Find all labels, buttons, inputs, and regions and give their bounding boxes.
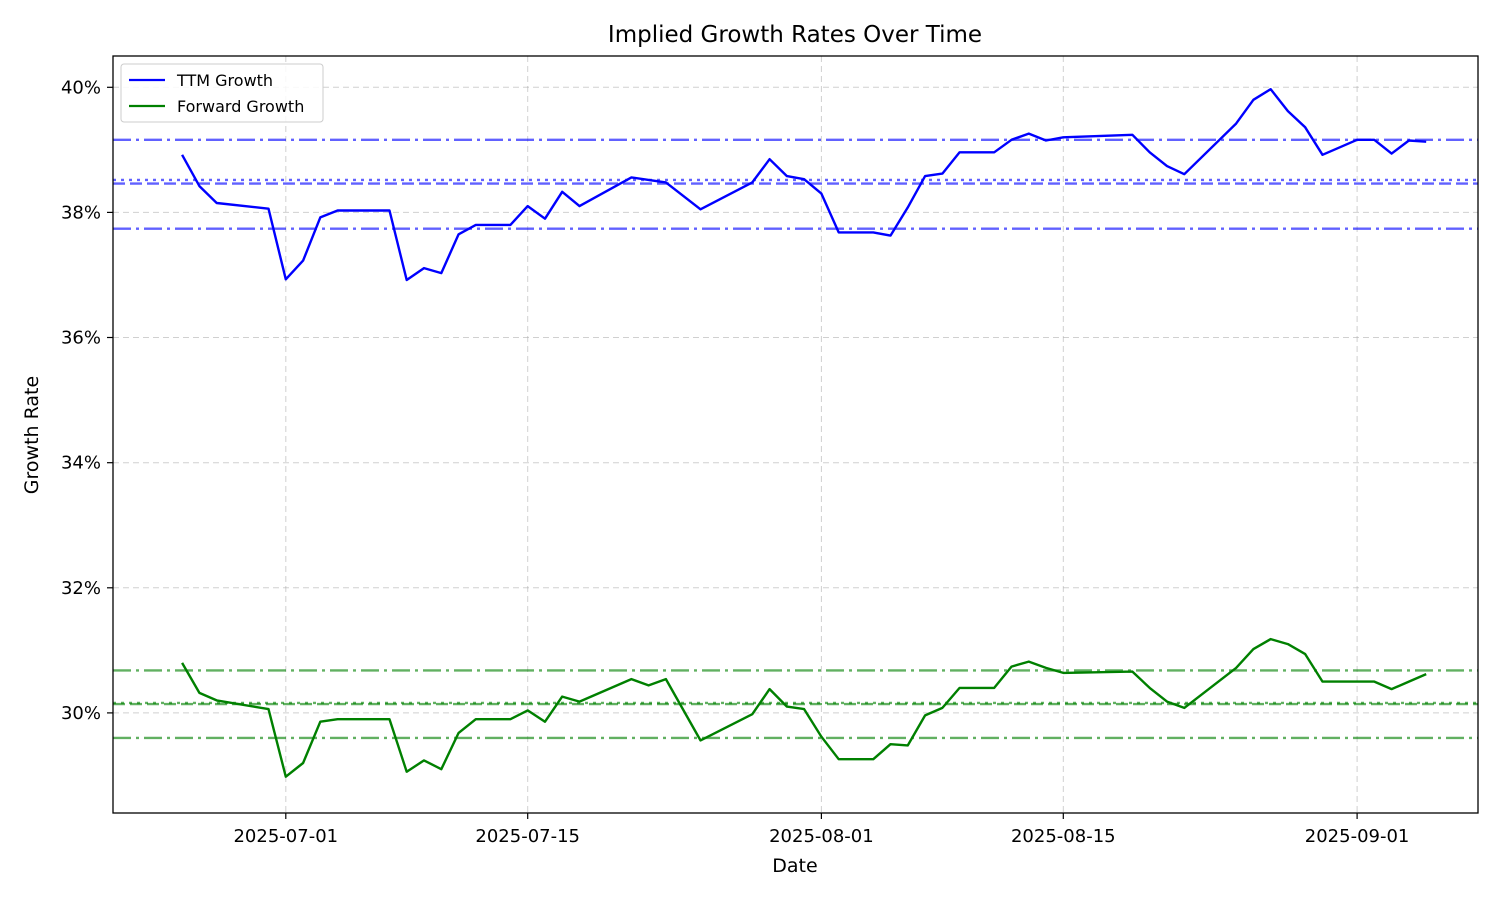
y-axis-label: Growth Rate — [21, 376, 43, 494]
plot-frame — [112, 55, 1479, 814]
x-tick-label: 2025-09-01 — [1305, 826, 1410, 847]
series-lines — [181, 87, 1427, 778]
series-line-ttm-growth — [181, 87, 1427, 282]
y-tick-label: 32% — [61, 578, 101, 599]
x-tick-label: 2025-07-01 — [233, 826, 338, 847]
legend-label-forward-growth: Forward Growth — [177, 97, 304, 116]
grid — [113, 56, 1478, 813]
y-tick-label: 38% — [61, 202, 101, 223]
x-axis-label: Date — [772, 855, 817, 877]
y-tick-label: 34% — [61, 453, 101, 474]
reference-lines — [113, 138, 1478, 740]
legend-label-ttm-growth: TTM Growth — [176, 71, 273, 90]
legend-box — [120, 63, 324, 123]
legend: TTM Growth Forward Growth — [120, 63, 324, 123]
x-tick-label: 2025-08-01 — [769, 826, 874, 847]
y-axis-ticks: 30% 32% 34% 36% 38% 40% — [61, 77, 113, 724]
x-tick-label: 2025-08-15 — [1011, 826, 1116, 847]
y-tick-label: 30% — [61, 703, 101, 724]
y-tick-label: 40% — [61, 77, 101, 98]
series-line-forward-growth — [181, 637, 1427, 778]
x-axis-ticks: 2025-07-01 2025-07-15 2025-08-01 2025-08-15… — [233, 813, 1409, 847]
chart-title: Implied Growth Rates Over Time — [608, 22, 982, 48]
y-tick-label: 36% — [61, 328, 101, 349]
x-tick-label: 2025-07-15 — [475, 826, 580, 847]
